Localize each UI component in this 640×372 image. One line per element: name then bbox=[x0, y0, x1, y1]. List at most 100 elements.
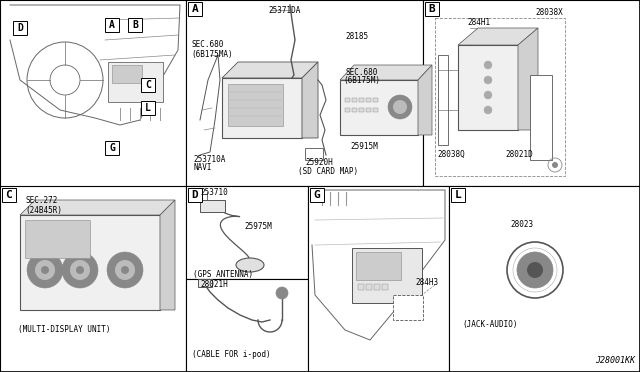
Circle shape bbox=[393, 100, 407, 114]
Text: L: L bbox=[145, 103, 151, 113]
Polygon shape bbox=[340, 65, 432, 80]
Bar bbox=[345, 108, 350, 112]
Bar bbox=[186, 279, 308, 372]
Bar bbox=[141, 101, 155, 115]
Bar bbox=[366, 108, 371, 112]
Bar bbox=[128, 18, 142, 32]
Bar bbox=[356, 252, 401, 280]
Polygon shape bbox=[458, 28, 538, 45]
Text: 284H3: 284H3 bbox=[415, 278, 438, 287]
Bar bbox=[186, 0, 423, 186]
Text: (6B175M): (6B175M) bbox=[343, 76, 380, 85]
Text: SEC.680: SEC.680 bbox=[345, 68, 378, 77]
Text: L: L bbox=[454, 190, 461, 200]
Circle shape bbox=[70, 260, 90, 280]
Circle shape bbox=[484, 76, 492, 84]
Bar bbox=[366, 284, 372, 290]
Bar bbox=[352, 98, 357, 102]
Text: 28021H: 28021H bbox=[200, 280, 228, 289]
Circle shape bbox=[484, 91, 492, 99]
Bar bbox=[345, 98, 350, 102]
Text: C: C bbox=[145, 80, 151, 90]
Circle shape bbox=[121, 266, 129, 274]
Text: D: D bbox=[191, 190, 198, 200]
Text: SEC.272: SEC.272 bbox=[25, 196, 58, 205]
Circle shape bbox=[35, 260, 55, 280]
Bar bbox=[105, 18, 119, 32]
Bar bbox=[366, 98, 371, 102]
Circle shape bbox=[484, 61, 492, 69]
Polygon shape bbox=[418, 65, 432, 135]
Circle shape bbox=[27, 252, 63, 288]
Text: B: B bbox=[429, 4, 435, 14]
Text: (JACK-AUDIO): (JACK-AUDIO) bbox=[462, 320, 518, 329]
Text: NAVI: NAVI bbox=[193, 163, 211, 172]
Text: (24B45R): (24B45R) bbox=[25, 206, 62, 215]
Bar bbox=[105, 141, 119, 155]
Circle shape bbox=[527, 262, 543, 278]
Bar bbox=[359, 108, 364, 112]
Text: (6B175MA): (6B175MA) bbox=[191, 50, 232, 59]
Polygon shape bbox=[160, 200, 175, 310]
Bar bbox=[423, 0, 640, 186]
Bar bbox=[20, 215, 160, 310]
Bar bbox=[451, 188, 465, 202]
Text: (MULTI-DISPLAY UNIT): (MULTI-DISPLAY UNIT) bbox=[18, 325, 111, 334]
Text: 253710: 253710 bbox=[200, 188, 228, 197]
Circle shape bbox=[115, 260, 135, 280]
Circle shape bbox=[276, 287, 288, 299]
Bar bbox=[352, 248, 422, 303]
Text: 25975M: 25975M bbox=[244, 222, 272, 231]
Bar bbox=[438, 55, 448, 145]
Polygon shape bbox=[222, 62, 318, 78]
Bar bbox=[188, 188, 202, 202]
Bar bbox=[374, 284, 380, 290]
Bar bbox=[530, 75, 552, 160]
Bar bbox=[200, 200, 225, 212]
Bar bbox=[352, 108, 357, 112]
Bar bbox=[373, 98, 378, 102]
Bar bbox=[188, 2, 202, 16]
Circle shape bbox=[76, 266, 84, 274]
Text: C: C bbox=[6, 190, 12, 200]
Circle shape bbox=[552, 162, 558, 168]
Text: J28001KK: J28001KK bbox=[595, 356, 635, 365]
Bar bbox=[0, 0, 186, 372]
Circle shape bbox=[62, 252, 98, 288]
Text: 28021D: 28021D bbox=[505, 150, 532, 159]
Text: 25915M: 25915M bbox=[350, 142, 378, 151]
Bar bbox=[449, 186, 640, 372]
Bar bbox=[358, 284, 364, 290]
Circle shape bbox=[388, 95, 412, 119]
Bar bbox=[308, 186, 449, 372]
Text: B: B bbox=[132, 20, 138, 30]
Polygon shape bbox=[518, 28, 538, 130]
Bar bbox=[25, 220, 90, 258]
Text: (GPS ANTENNA): (GPS ANTENNA) bbox=[193, 270, 253, 279]
Text: G: G bbox=[314, 190, 321, 200]
Bar bbox=[112, 65, 142, 83]
Bar bbox=[228, 84, 283, 126]
Bar bbox=[435, 18, 565, 176]
Text: A: A bbox=[109, 20, 115, 30]
Bar bbox=[393, 295, 423, 320]
Text: 25371DA: 25371DA bbox=[268, 6, 300, 15]
Bar bbox=[305, 148, 323, 160]
Bar bbox=[2, 188, 16, 202]
Circle shape bbox=[484, 106, 492, 114]
Circle shape bbox=[517, 252, 553, 288]
Bar bbox=[186, 186, 308, 279]
Text: D: D bbox=[17, 23, 23, 33]
Text: SEC.680: SEC.680 bbox=[191, 40, 223, 49]
Circle shape bbox=[107, 252, 143, 288]
Bar bbox=[458, 45, 518, 130]
Text: 28038Q: 28038Q bbox=[437, 150, 465, 159]
Bar bbox=[425, 2, 439, 16]
Circle shape bbox=[41, 266, 49, 274]
Bar bbox=[373, 108, 378, 112]
Bar bbox=[0, 186, 186, 372]
Bar bbox=[108, 62, 163, 102]
Bar bbox=[141, 78, 155, 92]
Text: 28023: 28023 bbox=[510, 220, 533, 229]
Ellipse shape bbox=[236, 258, 264, 272]
